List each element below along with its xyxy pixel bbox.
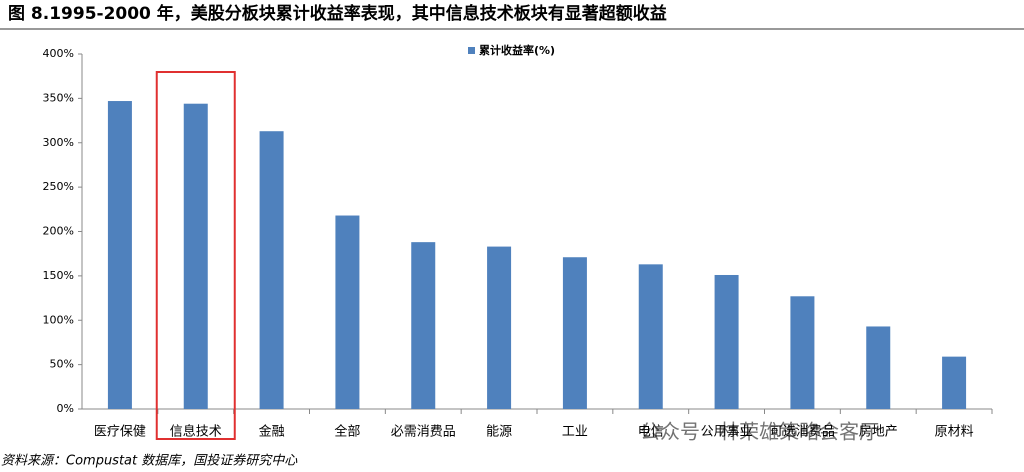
x-tick-label: 必需消费品 (391, 425, 456, 440)
bar (562, 257, 587, 409)
y-tick-label: 350% (43, 91, 74, 104)
x-tick-label: 能源 (486, 425, 512, 440)
y-tick-label: 150% (43, 269, 74, 282)
bar (411, 242, 436, 409)
bar (942, 356, 967, 409)
bar (487, 246, 512, 409)
chart-title: 图 8.1995-2000 年，美股分板块累计收益率表现，其中信息技术板块有显著… (8, 3, 667, 24)
y-tick-label: 400% (43, 47, 74, 60)
x-tick-label: 公用事业 (701, 425, 753, 440)
y-tick-label: 200% (43, 225, 74, 238)
x-tick-label: 工业 (562, 425, 588, 440)
bar (866, 326, 891, 409)
bar (638, 264, 663, 409)
x-tick-label: 金融 (259, 424, 285, 440)
bar (790, 296, 815, 409)
x-tick-label: 信息技术 (170, 424, 222, 440)
y-tick-label: 300% (43, 136, 74, 149)
highlight-box (155, 71, 236, 440)
bar (183, 103, 208, 409)
legend-label: 累计收益率(%) (479, 43, 555, 57)
bar (259, 131, 284, 409)
x-tick-label: 全部 (334, 424, 360, 440)
x-tick-label: 医疗保健 (94, 425, 146, 440)
watermark: 公众号 · 林荣雄策略会客厅 (640, 420, 879, 444)
x-tick-label: 可选消费品 (770, 425, 835, 440)
x-tick-label: 房地产 (859, 424, 898, 440)
y-tick-label: 100% (43, 313, 74, 326)
source-note: 资料来源：Compustat 数据库，国投证券研究中心 (1, 453, 298, 469)
x-tick-label: 电信 (638, 425, 664, 440)
legend-swatch (468, 47, 475, 54)
bar (714, 274, 739, 409)
bar (335, 215, 360, 409)
y-tick-label: 0% (57, 402, 74, 415)
x-tick-label: 原材料 (935, 425, 974, 440)
bar (107, 101, 132, 409)
y-tick-label: 250% (43, 180, 74, 193)
y-tick-label: 50% (50, 358, 74, 371)
